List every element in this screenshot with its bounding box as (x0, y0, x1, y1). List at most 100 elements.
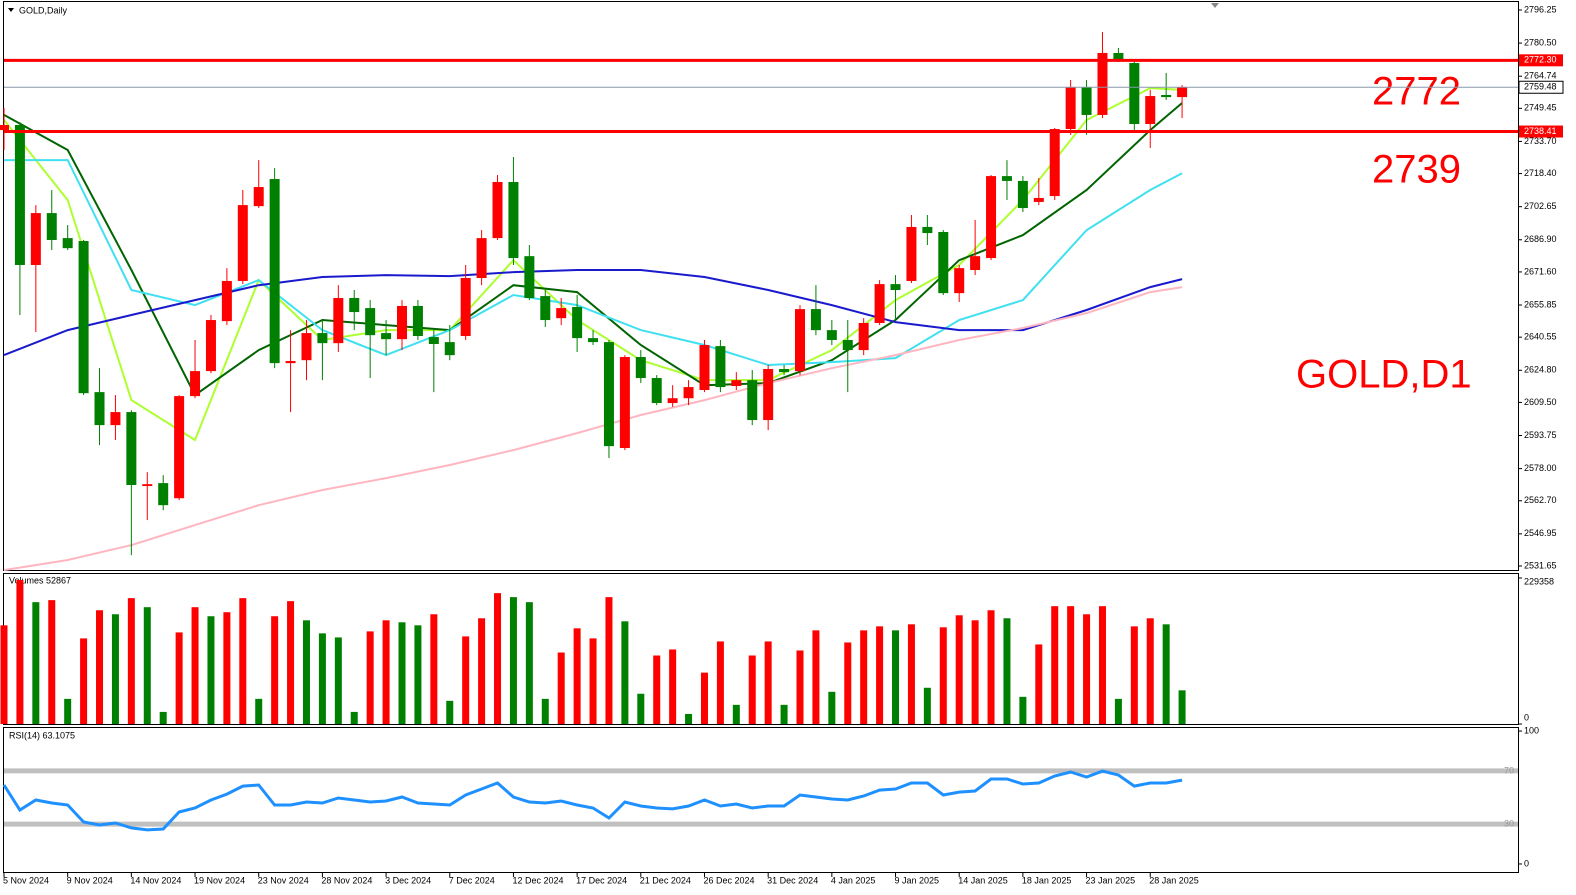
volume-bar (1035, 644, 1043, 724)
volume-bar (669, 649, 677, 724)
candle-body (635, 357, 646, 379)
candle-body (858, 322, 869, 351)
volume-bar (96, 610, 104, 724)
candle-body (938, 231, 949, 294)
candle-body (779, 369, 790, 373)
candle-body (683, 387, 694, 399)
candle-body (731, 380, 742, 387)
chart-title: GOLD,Daily (19, 5, 68, 15)
candle-body (301, 333, 312, 361)
candle-body (30, 213, 41, 265)
shift-marker (1211, 3, 1219, 8)
volume-bar (271, 616, 279, 724)
candle-body (333, 297, 344, 344)
volume-bar (892, 630, 900, 724)
candle-body (94, 392, 105, 426)
candle-body (540, 296, 551, 321)
y-tick-label: 2749.45 (1524, 103, 1557, 113)
y-tick-label: 2686.90 (1524, 234, 1557, 244)
candle-body (1065, 87, 1076, 130)
candle-body (78, 241, 89, 394)
candle-body (922, 226, 933, 234)
last-price-label: 2759.48 (1524, 82, 1557, 92)
volume-bar (350, 711, 358, 724)
volume-bar (509, 597, 517, 724)
rsi-title: RSI(14) 63.1075 (9, 730, 75, 740)
candle-body (110, 412, 121, 426)
candle-body (428, 337, 439, 344)
candle-body (46, 213, 57, 240)
x-tick-label: 14 Jan 2025 (958, 875, 1008, 885)
volume-bar (382, 620, 390, 724)
volume-bar (446, 700, 454, 724)
y-tick-label: 229358 (1524, 576, 1554, 586)
annotation: 2739 (1372, 148, 1461, 192)
candle-body (954, 268, 965, 294)
x-tick-label: 17 Dec 2024 (576, 875, 627, 885)
level-label: 2738.41 (1524, 126, 1557, 136)
volume-bar (557, 652, 565, 724)
candle-body (476, 238, 487, 279)
volume-bar (1019, 696, 1027, 724)
volume-frame (3, 573, 1519, 725)
y-tick-label: 2593.75 (1524, 430, 1557, 440)
candle-body (667, 398, 678, 404)
candle-body (1097, 52, 1108, 115)
candle-body (1017, 180, 1028, 209)
volume-bar (589, 638, 597, 724)
candle-body (1113, 52, 1124, 60)
volume-bar (478, 618, 486, 724)
volume-bar (796, 650, 804, 724)
y-tick-label: 0 (1524, 712, 1529, 722)
y-tick-label: 2655.85 (1524, 299, 1557, 309)
volume-bar (1003, 618, 1011, 724)
candle-body (1177, 87, 1188, 98)
candle-body (412, 305, 423, 337)
volume-bar (700, 672, 708, 724)
volume-bar (748, 655, 756, 724)
volume-bar (287, 601, 295, 724)
candle-body (588, 338, 599, 343)
volume-bar (111, 614, 119, 724)
level-box (1519, 54, 1563, 67)
candle-body (444, 342, 455, 356)
y-tick-label: 2624.80 (1524, 365, 1557, 375)
volume-bar (1162, 624, 1170, 724)
annotation: GOLD,D1 (1296, 353, 1472, 397)
candle-body (253, 187, 264, 207)
y-tick-label: 2609.50 (1524, 397, 1557, 407)
volume-bar (876, 626, 884, 724)
candle-body (237, 205, 248, 281)
candle-body (174, 396, 185, 499)
volume-bar (207, 616, 215, 724)
candle-body (492, 181, 503, 239)
x-tick-label: 5 Nov 2024 (3, 875, 49, 885)
volume-bar (318, 633, 326, 724)
candle-body (0, 125, 9, 131)
volume-bar (302, 620, 310, 724)
volume-bar (239, 598, 247, 724)
y-tick-label: 2796.25 (1524, 4, 1557, 14)
candle-body (842, 340, 853, 351)
volume-bar (923, 687, 931, 724)
volume-bar (430, 614, 438, 724)
candle-body (810, 309, 821, 331)
candle-body (142, 484, 153, 487)
volume-bar (525, 602, 533, 724)
x-tick-label: 12 Dec 2024 (512, 875, 563, 885)
volume-bar (494, 593, 502, 724)
level-box (1519, 125, 1563, 138)
candle-body (890, 284, 901, 290)
volume-bar (1083, 614, 1091, 724)
y-tick-label: 2718.40 (1524, 168, 1557, 178)
x-tick-label: 23 Nov 2024 (258, 875, 309, 885)
candle-body (1129, 63, 1140, 124)
candle-body (158, 483, 169, 506)
volume-bar (64, 698, 72, 724)
volume-bar (334, 637, 342, 724)
candle-body (508, 181, 519, 259)
x-tick-label: 9 Nov 2024 (67, 875, 113, 885)
candle-body (651, 378, 662, 404)
volume-bar (0, 625, 8, 724)
rsi-frame (3, 727, 1519, 873)
